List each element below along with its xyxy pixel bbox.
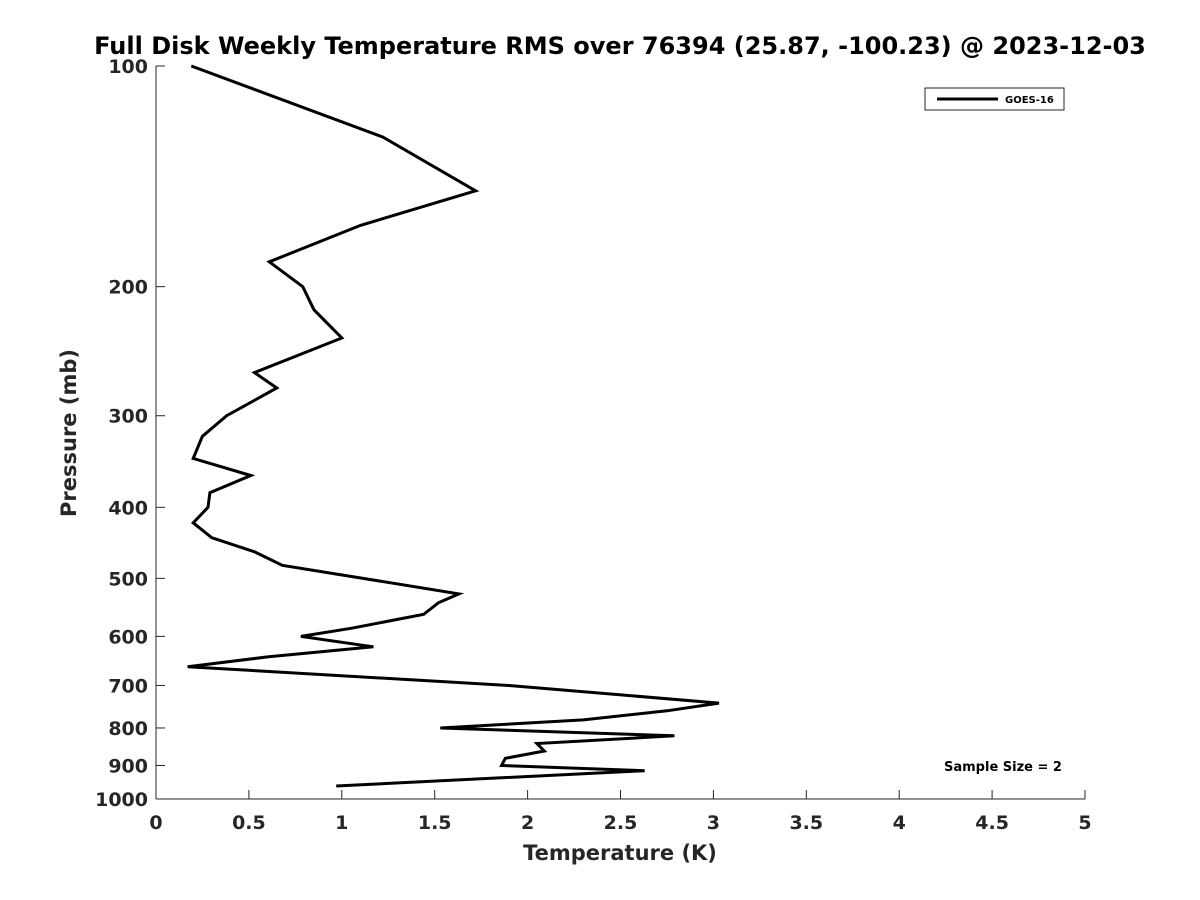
y-tick-label: 200 [108,277,148,299]
legend-label: GOES-16 [1005,95,1054,106]
x-axis-label: Temperature (K) [523,841,717,865]
y-tick-label: 500 [108,568,148,590]
sample-size-annotation: Sample Size = 2 [944,760,1062,775]
y-tick-label: 100 [108,56,148,78]
y-tick-label: 1000 [95,789,148,811]
x-tick-label: 5 [1078,812,1091,834]
x-tick-label: 0.5 [232,812,266,834]
series-layer [187,64,720,788]
legend: GOES-16 [924,87,1065,111]
chart-title: Full Disk Weekly Temperature RMS over 76… [94,32,1146,60]
x-tick-label: 0 [149,812,162,834]
y-tick-label: 700 [108,675,148,697]
y-tick-label: 900 [108,755,148,777]
y-tick-label: 400 [108,497,148,519]
y-tick-label: 600 [108,626,148,648]
x-tick-label: 2 [521,812,534,834]
x-tick-label: 4 [893,812,906,834]
x-tick-label: 3.5 [789,812,823,834]
y-tick-label: 800 [108,718,148,740]
x-tick-label: 1 [335,812,348,834]
axes: 0 0.5 1 1.5 2 2.5 3 3.5 4 4.5 5 100 200 300 400 500 600 7… [95,56,1092,834]
y-axis-label: Pressure (mb) [57,349,81,517]
x-tick-label: 4.5 [975,812,1009,834]
x-tick-label: 3 [707,812,720,834]
series-line-goes-16 [187,64,720,788]
x-tick-label: 1.5 [418,812,452,834]
x-tick-label: 2.5 [604,812,638,834]
y-tick-label: 300 [108,406,148,428]
